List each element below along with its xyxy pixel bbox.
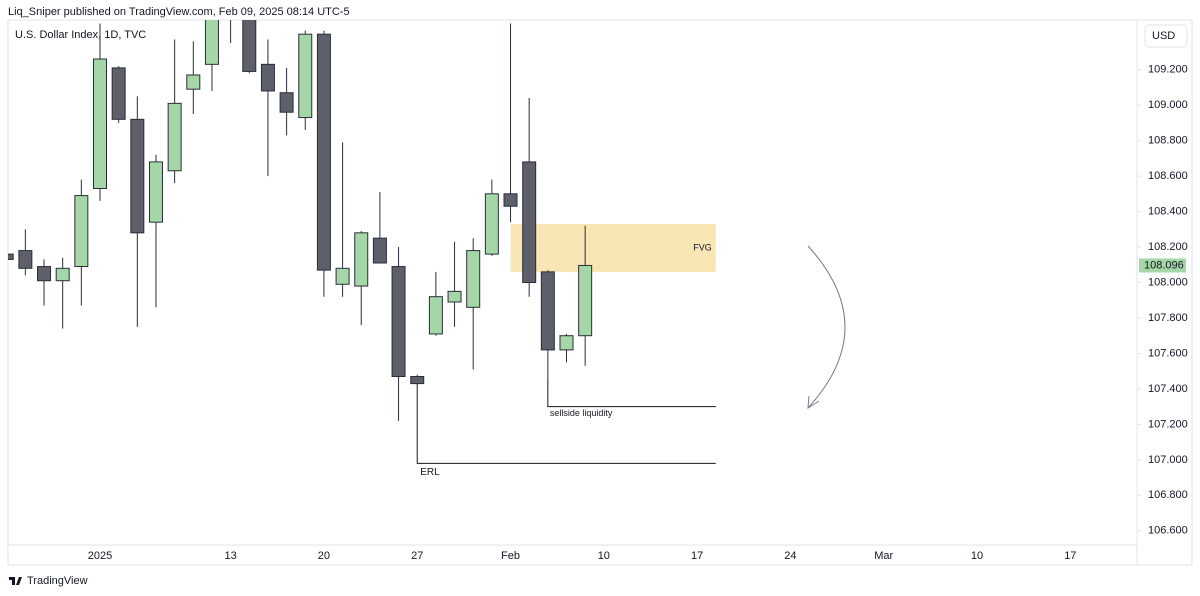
erl-label: ERL [420, 467, 440, 478]
chart-title: U.S. Dollar Index, 1D, TVC [15, 29, 146, 41]
candle-body [410, 376, 425, 385]
candle-body [148, 161, 163, 223]
brand: TradingView [27, 575, 88, 587]
candle-body [447, 290, 462, 303]
x-tick-label: Feb [501, 550, 520, 562]
candle-body [55, 267, 70, 282]
x-tick-label: 27 [411, 550, 423, 562]
candle-body [522, 161, 537, 283]
sellside-label: sellside liquidity [550, 408, 613, 418]
last-price-box [1139, 258, 1186, 273]
candle-body [540, 271, 555, 351]
candle-body [484, 193, 499, 255]
fvg-label: FVG [693, 242, 712, 252]
y-tick-label: 108.200 [1148, 241, 1188, 253]
y-tick-label: 108.800 [1148, 135, 1188, 147]
candle-body [335, 267, 350, 285]
candle-body [74, 195, 89, 268]
plot-area [8, 20, 716, 464]
candle-body [167, 102, 182, 172]
x-tick-label: 17 [691, 550, 703, 562]
y-tick-label: 107.400 [1148, 383, 1188, 395]
x-tick-label: 24 [784, 550, 796, 562]
fvg-zone [510, 223, 716, 272]
candle-body [372, 237, 387, 264]
y-tick-label: 106.600 [1148, 525, 1188, 537]
candle-body [279, 92, 294, 113]
y-tick-label: 107.600 [1148, 347, 1188, 359]
logo-icon [9, 577, 22, 585]
y-tick-label: 106.800 [1148, 489, 1188, 501]
publish-header: Liq_Sniper published on TradingView.com,… [8, 6, 350, 18]
currency-box[interactable] [1144, 24, 1188, 48]
y-tick-label: 108.600 [1148, 170, 1188, 182]
candle-body [93, 58, 107, 189]
y-tick-label: 109.200 [1148, 64, 1188, 76]
candle-body [18, 250, 33, 269]
candle-body [130, 118, 145, 234]
candle-body [260, 63, 275, 92]
y-tick-label: 107.800 [1148, 312, 1188, 324]
x-tick-label: 10 [971, 550, 983, 562]
y-tick-label: 108.400 [1148, 205, 1188, 217]
y-tick-label: 108.000 [1148, 276, 1188, 288]
y-tick-label: 109.000 [1148, 99, 1188, 111]
candle-body [503, 193, 518, 207]
x-tick-label: 20 [318, 550, 330, 562]
candle-body [242, 20, 257, 72]
arrow-head [807, 395, 820, 409]
candle-body [559, 335, 574, 351]
y-tick-label: 107.000 [1148, 454, 1188, 466]
candle-body [37, 266, 52, 282]
x-tick-label: 13 [224, 550, 236, 562]
candle-body [316, 33, 331, 271]
erl-line [416, 383, 716, 464]
currency[interactable]: USD [1152, 30, 1175, 42]
candle-body [8, 253, 14, 260]
x-tick-label: 10 [598, 550, 610, 562]
last-price-label: 108.096 [1144, 259, 1184, 271]
candle-body [578, 264, 593, 337]
candle-body [298, 33, 313, 119]
candle-body [204, 20, 219, 65]
x-tick-label: 2025 [88, 550, 112, 562]
x-tick-label: Mar [874, 550, 893, 562]
candle-body [428, 296, 443, 335]
footer-logo: TradingView [9, 575, 88, 587]
candle-body [466, 250, 481, 308]
candle-body [391, 266, 406, 378]
curved-arrow [807, 245, 846, 409]
x-tick-label: 17 [1064, 550, 1076, 562]
candle-body [354, 232, 369, 287]
candle-body [111, 67, 126, 120]
candle-body [186, 74, 201, 90]
sellside-line [547, 378, 716, 408]
chart-frame [7, 19, 1193, 566]
y-tick-label: 107.200 [1148, 418, 1188, 430]
